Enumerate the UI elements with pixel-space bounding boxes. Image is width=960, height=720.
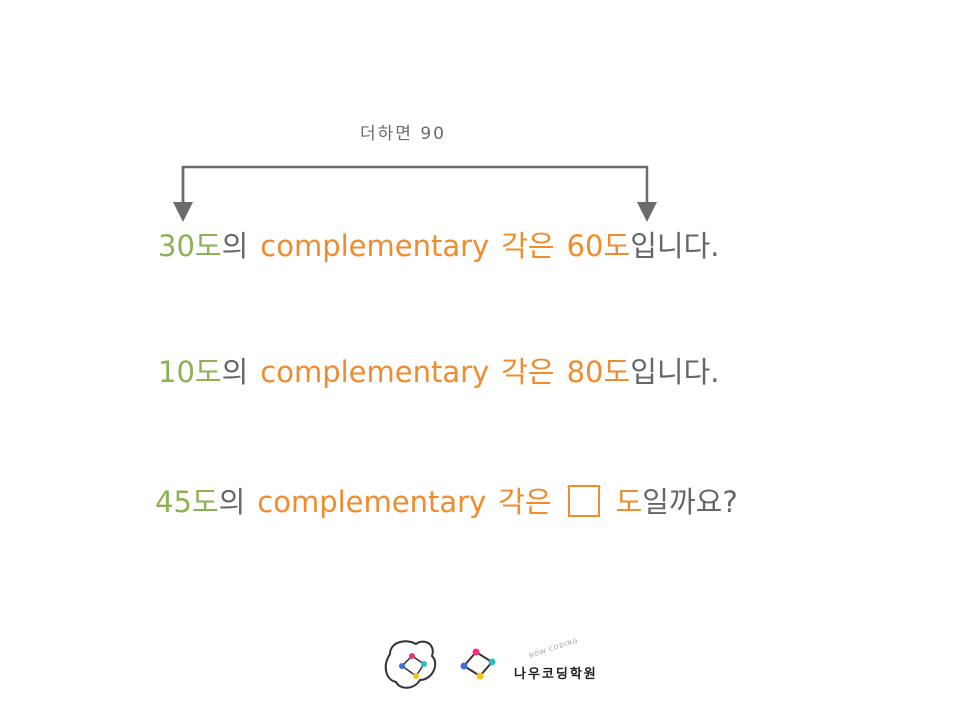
- answer-unit: 도: [615, 485, 643, 519]
- term-text: complementary: [257, 485, 487, 519]
- question-line-2: 10도의 complementary 각은 80도입니다.: [158, 352, 719, 392]
- gak-text: 각은: [501, 229, 555, 263]
- angle-value: 30도: [158, 229, 222, 263]
- gak-text: 각은: [498, 485, 552, 519]
- particle-text: 의: [221, 355, 249, 389]
- ending-text: 입니다.: [630, 355, 720, 389]
- term-text: complementary: [260, 229, 490, 263]
- brain-icon: [384, 640, 437, 689]
- term-text: complementary: [260, 355, 490, 389]
- question-line-3: 45도의 complementary 각은 도일까요?: [155, 482, 738, 522]
- logo-name: 나우코딩학원: [514, 667, 598, 682]
- answer-value: 60도: [566, 229, 631, 263]
- network-icon: [460, 648, 496, 680]
- question-line-1: 30도의 complementary 각은 60도입니다.: [158, 226, 719, 266]
- academy-logo: [384, 640, 496, 689]
- ending-text: 일까요?: [642, 485, 738, 519]
- particle-text: 의: [221, 229, 249, 263]
- bracket-line: [181, 165, 657, 222]
- sum-label: 더하면 90: [360, 124, 446, 144]
- answer-value: 80도: [566, 355, 631, 389]
- particle-text: 의: [218, 485, 246, 519]
- ending-text: 입니다.: [630, 229, 720, 263]
- angle-value: 45도: [155, 485, 219, 519]
- angle-value: 10도: [158, 355, 222, 389]
- gak-text: 각은: [501, 355, 555, 389]
- answer-blank-box[interactable]: [567, 485, 600, 517]
